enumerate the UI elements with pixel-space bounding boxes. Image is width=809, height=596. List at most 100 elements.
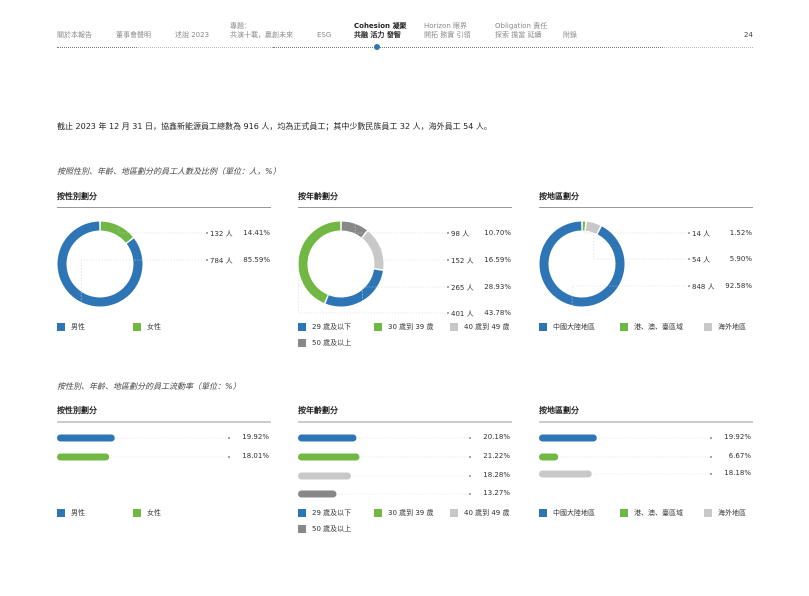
nav-item-2023[interactable]: 述說 2023 [175,31,209,40]
panel-divider [539,207,753,208]
panel-title: 按地區劃分 [539,192,579,201]
leader-line [571,285,687,306]
nav-item-appendix[interactable]: 附錄 [563,31,577,40]
page-number: 24 [744,31,753,39]
panel-title: 按年齡劃分 [298,192,338,201]
leader-dot [710,456,712,458]
nav-item-cohesion[interactable]: Cohesion 凝聚 共融 活力 發智 [354,22,406,40]
nav-item-obligation[interactable]: Obligation 責任 探索 擔當 延續 [495,22,547,40]
slice-percent-label: 16.59% [484,256,511,264]
donut-slice [325,269,383,307]
panel-title: 按年齡劃分 [298,406,338,415]
nav-item-esg[interactable]: ESG [317,31,331,40]
legend-item: 海外地區 [704,322,746,332]
leader-dot [469,475,471,477]
leader-line [593,222,687,260]
nav-item-label: 專題： [230,22,251,30]
slice-count-label: 132 人 [210,230,233,238]
leader-dot [447,286,449,288]
panel-region-turnover: 按地區劃分 [539,405,753,423]
legend-item: 中國大陸地區 [539,322,595,332]
slice-count-label: 265 人 [451,284,474,292]
nav-item-label: Cohesion 凝聚 [354,22,407,30]
legend-swatch [620,509,628,517]
leader-dot [688,285,690,287]
panel-title: 按地區劃分 [539,406,579,415]
legend-label: 30 歲到 39 歲 [388,509,434,517]
legend-label: 40 歲到 49 歲 [464,323,510,331]
legend-label: 中國大陸地區 [553,509,595,517]
slice-count-label: 54 人 [692,256,711,264]
legend-item: 女性 [133,322,161,332]
panel-divider [539,421,753,423]
legend-swatch [57,509,65,517]
legend-swatch [374,323,382,331]
panel-divider [298,421,512,423]
legend-label: 港、澳、臺區域 [634,509,683,517]
legend-label: 50 歲及以上 [312,525,352,533]
slice-count-label: 98 人 [451,230,470,238]
nav-item-sublabel: 共融 活力 發智 [354,31,401,39]
legend-item: 50 歲及以上 [298,338,351,348]
leader-dot [688,232,690,234]
leader-line [361,286,446,302]
leader-line [118,225,205,234]
donut-slice [539,221,625,307]
legend-label: 女性 [147,509,161,517]
legend-swatch [704,323,712,331]
legend-swatch [133,509,141,517]
top-navigation: 關於本報告 董事會聲明 述說 2023 專題： 共演十載，贏創未來 ESG Coh… [0,0,809,56]
bar [298,472,351,480]
legend-label: 29 歲及以下 [312,323,352,331]
legend-label: 男性 [71,323,85,331]
leader-dot [206,259,208,261]
bar [57,453,110,461]
leader-dot [228,456,230,458]
bar [298,434,357,442]
bar [539,470,592,478]
nav-item-feature[interactable]: 專題： 共演十載，贏創未來 [230,22,293,40]
slice-count-label: 401 人 [451,310,474,318]
bar-value-label: 20.18% [483,433,510,441]
bar [298,453,360,461]
leader-line [298,255,446,314]
section-title-headcount: 按照性別、年齡、地區劃分的員工人數及比例（單位：人，%） [57,167,281,176]
legend-swatch [539,323,547,331]
slice-percent-label: 43.78% [484,309,511,317]
panel-divider [57,207,271,208]
nav-progress-segment [57,47,137,48]
legend-swatch [450,323,458,331]
nav-item-label: Horizon 眼界 [424,22,467,30]
bar [539,453,559,461]
slice-percent-label: 14.41% [243,229,270,237]
leader-dot [447,312,449,314]
panel-title: 按性別劃分 [57,406,97,415]
bar-value-label: 19.92% [724,433,751,441]
panel-region-headcount: 按地區劃分 [539,191,753,208]
legend-label: 50 歲及以上 [312,339,352,347]
slice-percent-label: 5.90% [729,255,752,263]
leader-line [354,223,446,234]
nav-item-about[interactable]: 關於本報告 [57,31,92,40]
nav-item-sublabel: 開拓 務實 引領 [424,31,471,39]
nav-item-horizon[interactable]: Horizon 眼界 開拓 務實 引領 [424,22,470,40]
legend-item: 港、澳、臺區域 [620,322,683,332]
legend-item: 30 歲到 39 歲 [374,322,434,332]
leader-dot [469,437,471,439]
panel-age-headcount: 按年齡劃分 [298,191,512,208]
nav-item-label: 董事會聲明 [116,31,151,39]
panel-divider [298,207,512,208]
bar [298,490,337,498]
legend-item: 女性 [133,508,161,518]
legend-swatch [57,323,65,331]
nav-item-board-statement[interactable]: 董事會聲明 [116,31,151,40]
slice-percent-label: 10.70% [484,229,511,237]
bar [539,434,597,442]
leader-dot [206,232,208,234]
legend-item: 50 歲及以上 [298,524,351,534]
slice-percent-label: 1.52% [729,229,752,237]
panel-title: 按性別劃分 [57,192,97,201]
leader-dot [688,258,690,260]
legend-swatch [298,525,306,533]
